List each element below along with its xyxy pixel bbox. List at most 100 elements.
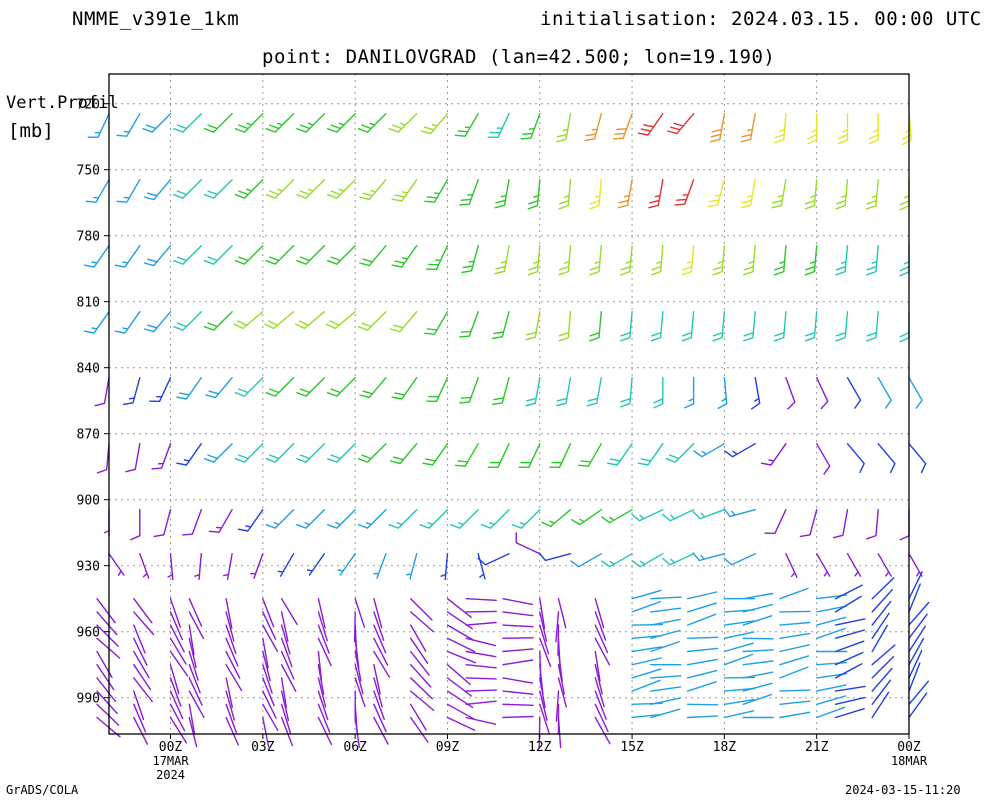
wind-barb xyxy=(742,603,773,613)
wind-barb xyxy=(169,598,181,628)
wind-barb xyxy=(280,624,291,655)
wind-barb xyxy=(804,311,818,342)
wind-barb xyxy=(265,113,295,133)
wind-barb xyxy=(410,637,429,664)
wind-barb xyxy=(779,700,811,705)
wind-barb xyxy=(465,689,497,692)
wind-barb xyxy=(203,311,233,331)
wind-barb xyxy=(631,589,662,600)
wind-barb xyxy=(586,377,602,407)
wind-barb xyxy=(868,113,879,145)
wind-barb xyxy=(459,179,479,206)
wind-barb xyxy=(446,650,476,664)
wind-barb xyxy=(723,676,756,679)
wind-barb xyxy=(620,245,633,276)
wind-barb xyxy=(262,716,270,748)
wind-barb xyxy=(877,377,892,409)
wind-barb xyxy=(96,598,116,624)
wind-barb xyxy=(816,377,829,410)
wind-barb xyxy=(662,509,695,522)
wind-barb xyxy=(440,553,449,581)
wind-barb xyxy=(306,553,326,576)
wind-barb xyxy=(804,245,818,276)
wind-barb xyxy=(176,443,202,466)
wind-barb xyxy=(265,377,295,397)
wind-barb xyxy=(594,677,605,708)
wind-barb xyxy=(832,509,849,539)
wind-barb xyxy=(589,311,602,342)
wind-barb xyxy=(373,650,391,678)
wind-barb xyxy=(723,631,755,639)
wind-barb xyxy=(465,716,497,725)
wind-barb xyxy=(233,311,264,330)
y-tick-label: 810 xyxy=(77,296,100,311)
wind-barb xyxy=(122,377,141,406)
wind-barb xyxy=(446,611,473,630)
wind-barb xyxy=(723,653,754,666)
wind-barb xyxy=(83,311,110,334)
wind-barb xyxy=(410,611,434,633)
wind-barb xyxy=(142,113,172,133)
x-tick-label: 03Z xyxy=(251,740,275,755)
wind-barb xyxy=(317,703,331,733)
wind-barb xyxy=(125,443,141,473)
wind-barb xyxy=(188,624,195,656)
wind-barb xyxy=(665,443,695,463)
wind-barb xyxy=(846,553,862,577)
wind-barb xyxy=(539,690,548,721)
wind-barb xyxy=(502,637,534,639)
wind-barb xyxy=(650,596,682,600)
wind-barb xyxy=(295,311,326,330)
wind-barb xyxy=(262,690,277,719)
wind-barb xyxy=(807,113,818,145)
wind-barb xyxy=(631,600,661,613)
wind-barb xyxy=(373,553,387,579)
wind-barb xyxy=(317,716,333,746)
wind-barb xyxy=(410,703,427,731)
wind-barb xyxy=(779,632,811,639)
wind-barb xyxy=(816,616,847,626)
wind-barb xyxy=(480,509,510,529)
wind-barb xyxy=(391,179,418,202)
wind-barb xyxy=(871,600,892,626)
model-name: NMME_v391e_1km xyxy=(72,8,240,30)
wind-barb xyxy=(465,664,497,669)
wind-barb xyxy=(188,716,198,748)
wind-barb xyxy=(354,664,364,695)
wind-barb xyxy=(631,509,664,522)
wind-barb xyxy=(422,443,449,466)
wind-barb xyxy=(325,311,356,330)
wind-barb xyxy=(465,598,497,601)
wind-barb xyxy=(133,598,153,624)
wind-barb xyxy=(389,443,418,465)
wind-barb xyxy=(686,602,717,613)
wind-barb xyxy=(182,509,202,536)
wind-barb xyxy=(388,113,418,133)
wind-barb xyxy=(686,703,719,706)
wind-barb xyxy=(871,577,895,600)
wind-barb xyxy=(785,553,798,578)
wind-barb xyxy=(465,700,497,705)
wind-barb xyxy=(742,615,773,626)
wind-barb xyxy=(359,245,387,267)
wind-barb xyxy=(908,662,921,692)
footer-credit: GrADS/COLA xyxy=(6,783,79,797)
wind-barb xyxy=(296,245,326,265)
wind-barb xyxy=(262,650,271,682)
wind-barb xyxy=(96,677,117,703)
x-tick-label: 21Z xyxy=(805,740,829,755)
wind-barb xyxy=(116,179,141,203)
footer-timestamp: 2024-03-15-11:20 xyxy=(845,783,961,797)
wind-barb xyxy=(373,637,389,666)
wind-barb xyxy=(686,613,717,626)
x-tick-label: 00Z xyxy=(897,740,921,755)
wind-barb xyxy=(771,179,787,209)
wind-barb xyxy=(459,311,479,338)
wind-barb xyxy=(173,179,202,199)
wind-barb xyxy=(681,311,695,342)
wind-barb xyxy=(188,664,201,694)
wind-barb xyxy=(908,680,929,705)
wind-barb xyxy=(601,553,633,568)
wind-barb xyxy=(549,443,572,468)
wind-barb xyxy=(234,113,264,133)
